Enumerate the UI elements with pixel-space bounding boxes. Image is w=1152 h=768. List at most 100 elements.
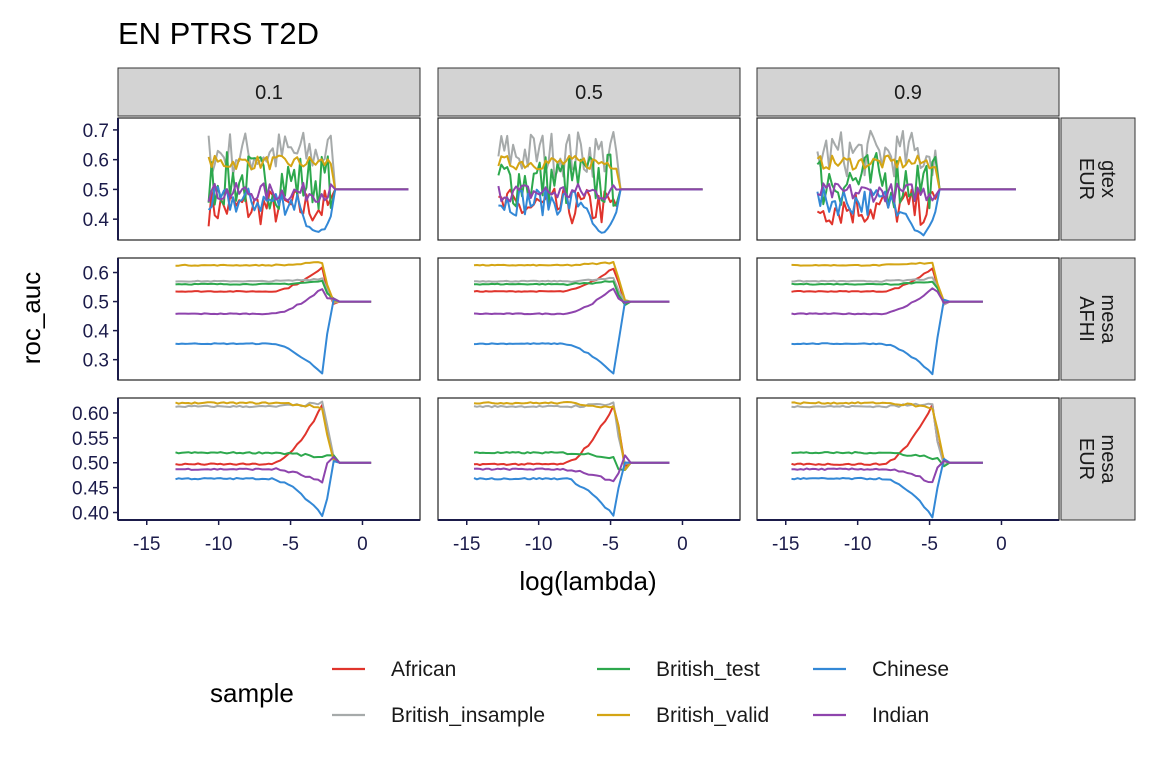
series-line-indian <box>175 288 372 316</box>
series-line-british_valid <box>473 261 670 303</box>
x-tick-label: -5 <box>602 534 619 555</box>
x-tick-label: -10 <box>205 534 232 555</box>
facet-strip-line: mesa <box>1097 435 1119 485</box>
x-tick-label: -15 <box>772 534 799 555</box>
panel-border <box>756 397 1060 521</box>
y-tick-label: 0.45 <box>72 479 109 500</box>
facet-strip-label-row-2: mesaEUR <box>1075 435 1119 485</box>
facet-strip-line: gtex <box>1097 160 1119 198</box>
y-tick-label: 0.4 <box>83 210 110 231</box>
panel-border <box>117 117 421 241</box>
legend-label-british_valid: British_valid <box>656 704 769 727</box>
series-line-indian <box>473 454 670 483</box>
facet-strip-row-2 <box>1060 397 1136 521</box>
series-line-british_valid <box>207 154 409 191</box>
y-tick-label: 0.40 <box>72 504 109 525</box>
facet-strip-line: EUR <box>1075 158 1097 200</box>
series-line-british_insample <box>207 131 409 191</box>
y-tick-label: 0.7 <box>83 121 109 142</box>
series-line-african <box>791 403 983 466</box>
series-line-british_insample <box>791 276 983 306</box>
panel-r2-c0: 0.40 0.45 0.50 0.55 0.60 -15 -10 -5 0 <box>72 397 421 555</box>
y-tick-label: 0.6 <box>83 264 109 285</box>
panel-r0-c0: 0.4 0.5 0.6 0.7 <box>83 117 421 241</box>
facet-panels: 0.1 0.5 0.9gtexEURmesaAFHImesaEUR0.40.50.6… <box>72 67 1136 555</box>
y-tick-label: 0.5 <box>83 293 109 314</box>
series-line-british_insample <box>473 401 670 465</box>
panel-r1-c1 <box>437 257 741 381</box>
panel-r2-c2: -15 -10 -5 0 <box>756 397 1060 555</box>
facet-strip-line: EUR <box>1075 438 1097 480</box>
series-line-british_insample <box>791 402 983 467</box>
panel-border <box>756 257 1060 381</box>
legend-title: sample <box>210 678 294 708</box>
facet-strip-col-0.5 <box>437 67 741 117</box>
facet-strip-label-row-0: gtexEUR <box>1075 158 1119 200</box>
series-line-british_insample <box>473 276 670 303</box>
facet-strip-row-1 <box>1060 257 1136 381</box>
facet-strip-line: mesa <box>1097 295 1119 345</box>
x-axis-title: log(lambda) <box>519 566 656 596</box>
x-tick-label: -15 <box>453 534 480 555</box>
panel-r0-c2 <box>756 117 1060 241</box>
series-line-british_test <box>474 280 670 306</box>
series-line-british_test <box>791 451 983 468</box>
legend-label-chinese: Chinese <box>872 658 949 681</box>
series-line-chinese <box>791 458 983 519</box>
x-tick-label: -5 <box>282 534 299 555</box>
panel-r2-c1: -15 -10 -5 0 <box>437 397 741 555</box>
series-line-british_valid <box>816 154 1016 191</box>
series-line-british_test <box>473 451 670 471</box>
series-line-african <box>473 267 670 305</box>
series-line-chinese <box>473 300 670 375</box>
x-tick-label: -15 <box>133 534 160 555</box>
x-tick-label: -10 <box>844 534 871 555</box>
panel-border <box>437 257 741 381</box>
legend-label-british_test: British_test <box>656 658 760 681</box>
panel-r0-c1 <box>437 117 741 241</box>
series-line-british_insample <box>816 129 1016 191</box>
panel-border <box>117 257 421 381</box>
series-line-indian <box>207 182 409 203</box>
series-line-chinese <box>207 186 409 233</box>
y-tick-label: 0.55 <box>72 429 109 450</box>
facet-strip-line: AFHI <box>1075 296 1097 342</box>
series-line-indian <box>175 455 372 484</box>
series-line-british_test <box>175 279 372 303</box>
series-line-british_valid <box>791 261 983 303</box>
series-line-indian <box>497 183 703 203</box>
series-line-chinese <box>816 186 1016 237</box>
chart-title: EN PTRS T2D <box>118 16 319 51</box>
series-line-chinese <box>175 460 372 518</box>
series-line-african <box>791 267 983 306</box>
y-tick-label: 0.5 <box>83 180 109 201</box>
series-line-chinese <box>473 461 670 517</box>
y-tick-label: 0.6 <box>83 151 109 172</box>
panel-border <box>117 397 421 521</box>
legend-label-british_insample: British_insample <box>391 704 545 727</box>
series-line-african <box>175 404 372 466</box>
y-tick-label: 0.60 <box>72 404 109 425</box>
series-line-british_insample <box>175 277 372 304</box>
x-tick-label: -5 <box>921 534 938 555</box>
y-tick-label: 0.3 <box>83 351 109 372</box>
series-line-chinese <box>175 298 372 375</box>
legend-label-indian: Indian <box>872 704 929 727</box>
facet-strip-row-0 <box>1060 117 1136 241</box>
series-line-british_valid <box>497 155 703 191</box>
series-line-chinese <box>498 186 703 234</box>
series-line-indian <box>791 287 983 316</box>
facet-strip-col-0.1 <box>117 67 421 117</box>
y-tick-label: 0.4 <box>83 322 110 343</box>
series-line-british_valid <box>473 401 670 471</box>
panel-border <box>437 397 741 521</box>
series-line-african <box>175 266 372 305</box>
facet-strip-col-0.9 <box>756 67 1060 117</box>
series-line-indian <box>817 182 1016 203</box>
series-line-british_insample <box>175 400 372 464</box>
series-line-indian <box>473 287 670 316</box>
series-line-british_test <box>175 451 372 464</box>
panel-border <box>756 117 1060 241</box>
x-tick-label: 0 <box>357 534 368 555</box>
